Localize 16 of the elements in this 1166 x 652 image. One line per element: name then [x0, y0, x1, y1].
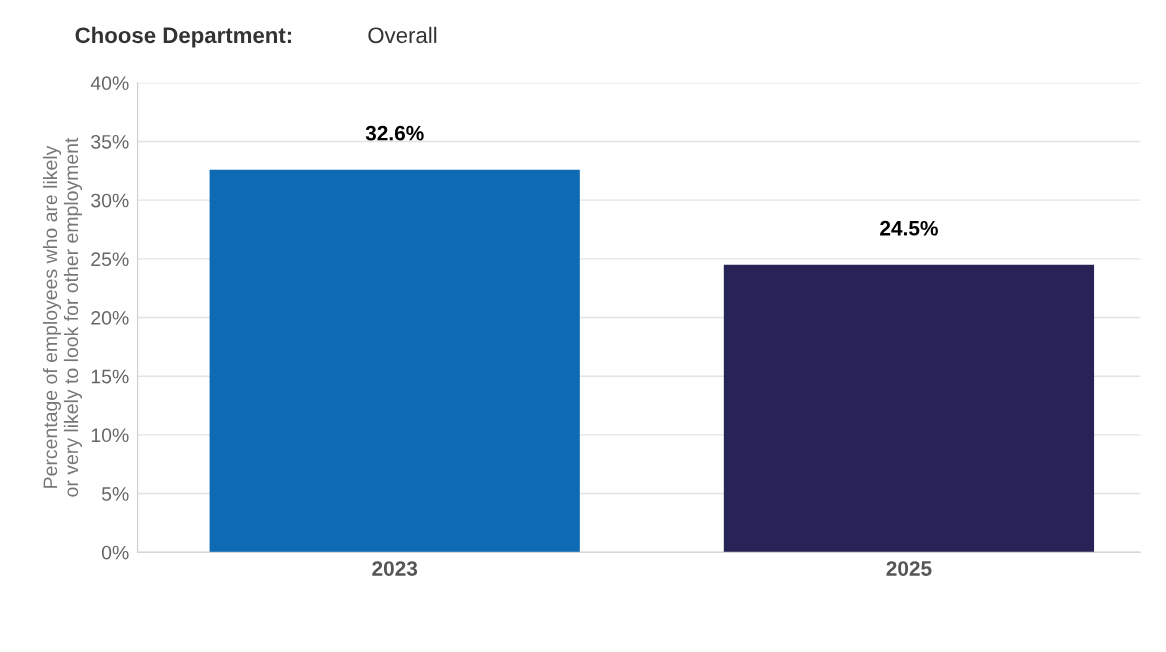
y-tick-label: 10% — [91, 428, 129, 443]
y-tick-label: 0% — [101, 545, 129, 560]
chart-subtitle: Overall — [368, 26, 437, 44]
x-tick-label: 2023 — [372, 561, 418, 576]
chart-title: Choose Department: — [75, 26, 292, 48]
x-tick-label: 2025 — [886, 561, 932, 576]
y-tick-label: 40% — [90, 76, 129, 91]
y-tick-label: 25% — [91, 252, 129, 267]
y-axis-title: Percentage of employees who are likely or very likely to look for other employment — [42, 137, 83, 497]
y-tick-label: 30% — [91, 193, 129, 208]
data-label: 32.6% — [365, 125, 424, 141]
y-tick-label: 20% — [91, 310, 129, 325]
data-label: 24.5% — [880, 220, 938, 236]
y-tick-label: 35% — [91, 134, 129, 149]
y-tick-label: 5% — [101, 487, 129, 501]
y-tick-label: 15% — [91, 369, 129, 384]
